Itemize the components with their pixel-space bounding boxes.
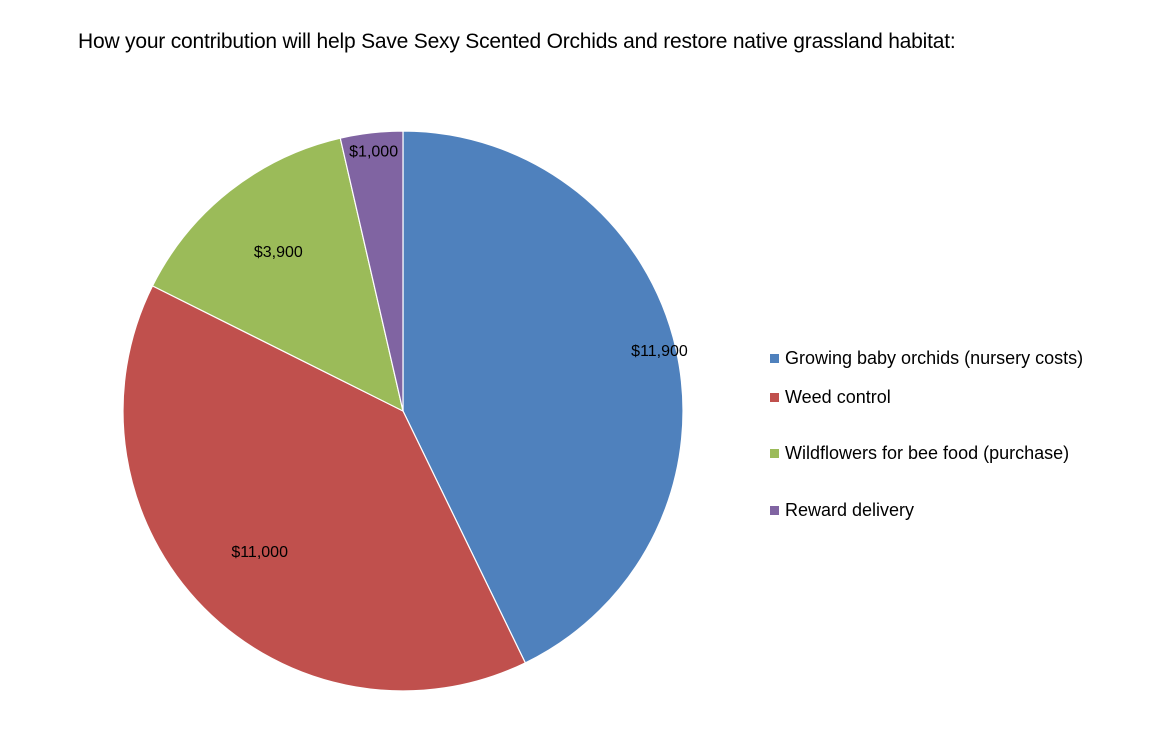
pie-slices xyxy=(122,130,684,692)
legend-label: Weed control xyxy=(785,386,891,407)
legend-item-wildflowers-for-bee-food-purchase: Wildflowers for bee food (purchase) xyxy=(770,426,1083,483)
legend: Growing baby orchids (nursery costs) Weed… xyxy=(770,348,1083,539)
pie-slice-wildflowers-for-bee-food-purchase xyxy=(151,137,404,413)
legend-item-reward-delivery: Reward delivery xyxy=(770,482,1083,539)
legend-item-weed-control: Weed control xyxy=(770,369,1083,426)
data-label-growing-baby-orchids-nursery-costs: $11,900 xyxy=(631,343,688,360)
pie-slice-growing-baby-orchids-nursery-costs xyxy=(402,130,684,664)
legend-label: Reward delivery xyxy=(785,499,915,520)
legend-swatch xyxy=(770,505,779,515)
legend-item-growing-baby-orchids-nursery-costs: Growing baby orchids (nursery costs) xyxy=(770,348,1083,369)
legend-swatch xyxy=(770,449,779,459)
legend-swatch xyxy=(770,354,779,363)
chart-title: How your contribution will help Save Sex… xyxy=(78,30,956,53)
pie-slice-reward-delivery xyxy=(339,130,404,412)
data-label-wildflowers-for-bee-food-purchase: $3,900 xyxy=(254,244,303,261)
pie-slice-weed-control xyxy=(122,285,527,692)
legend-label: Growing baby orchids (nursery costs) xyxy=(785,348,1084,368)
data-label-reward-delivery: $1,000 xyxy=(349,143,398,160)
data-label-weed-control: $11,000 xyxy=(231,544,288,561)
data-labels: $11,900 $11,000 $3,900 $1,000 xyxy=(231,143,688,560)
legend-swatch xyxy=(770,392,779,402)
legend-label: Wildflowers for bee food (purchase) xyxy=(785,443,1070,464)
